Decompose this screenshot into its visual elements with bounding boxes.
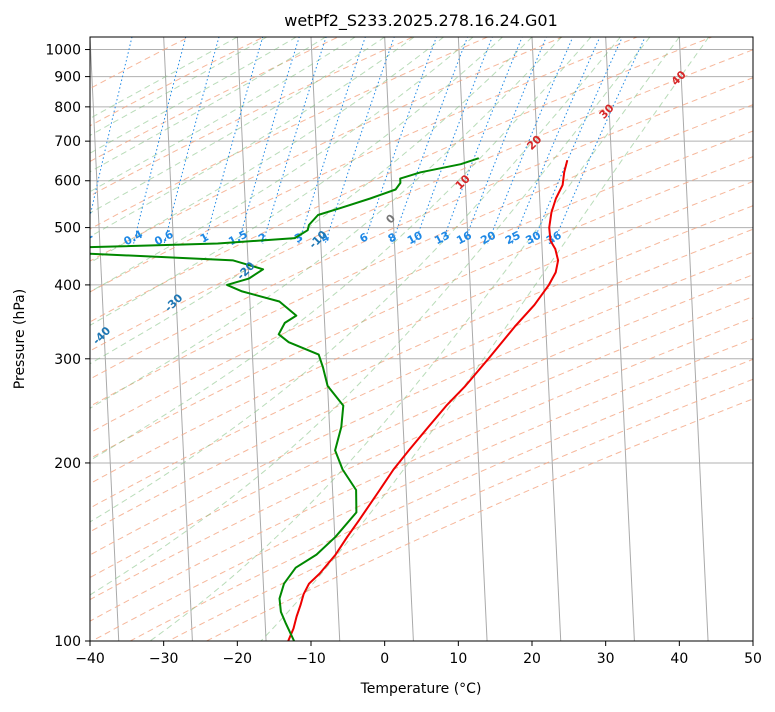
y-tick-label: 300 (54, 352, 81, 368)
y-tick-label: 900 (54, 70, 81, 86)
x-tick-label: −10 (296, 651, 326, 667)
x-tick-label: 50 (744, 651, 762, 667)
x-tick-label: 40 (670, 651, 688, 667)
y-tick-label: 200 (54, 456, 81, 472)
x-tick-label: −30 (149, 651, 179, 667)
y-tick-label: 700 (54, 134, 81, 150)
y-axis-label: Pressure (hPa) (12, 289, 28, 389)
x-tick-label: −40 (75, 651, 105, 667)
x-tick-label: 10 (449, 651, 467, 667)
y-tick-label: 600 (54, 174, 81, 190)
x-tick-label: 0 (380, 651, 389, 667)
y-tick-label: 1000 (45, 43, 81, 59)
x-axis-label: Temperature (°C) (360, 681, 482, 697)
y-tick-label: 400 (54, 278, 81, 294)
y-tick-label: 500 (54, 221, 81, 237)
chart-title: wetPf2_S233.2025.278.16.24.G01 (284, 11, 558, 31)
x-tick-label: 30 (597, 651, 615, 667)
x-tick-label: 20 (523, 651, 541, 667)
y-tick-label: 100 (54, 634, 81, 650)
x-tick-label: −20 (223, 651, 253, 667)
y-tick-label: 800 (54, 100, 81, 116)
